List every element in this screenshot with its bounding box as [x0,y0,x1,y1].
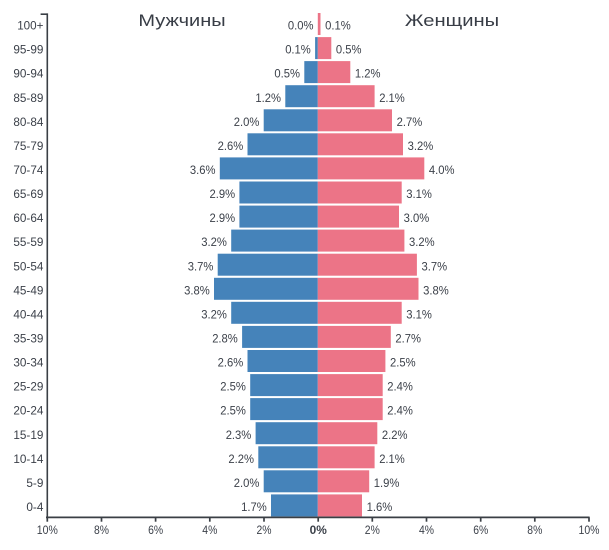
svg-text:100+: 100+ [17,19,43,33]
svg-text:Женщины: Женщины [405,11,499,30]
svg-text:2.7%: 2.7% [397,115,423,129]
svg-text:3.1%: 3.1% [406,187,432,201]
svg-text:60-64: 60-64 [13,211,43,225]
svg-text:80-84: 80-84 [13,115,43,129]
svg-text:8%: 8% [94,523,109,537]
svg-text:2%: 2% [257,523,272,537]
svg-text:3.7%: 3.7% [422,259,448,273]
svg-text:25-29: 25-29 [13,380,43,394]
svg-text:2.9%: 2.9% [210,211,236,225]
svg-text:2.5%: 2.5% [390,356,416,370]
svg-text:10-14: 10-14 [13,452,43,466]
svg-text:10%: 10% [579,523,600,537]
svg-text:3.8%: 3.8% [423,283,449,297]
svg-text:4%: 4% [202,523,217,537]
svg-text:2.5%: 2.5% [220,404,246,418]
svg-text:2.2%: 2.2% [382,428,408,442]
svg-text:8%: 8% [527,523,542,537]
svg-text:1.7%: 1.7% [241,500,267,514]
svg-text:1.2%: 1.2% [355,67,381,81]
svg-text:3.6%: 3.6% [190,163,216,177]
svg-text:4.0%: 4.0% [429,163,455,177]
svg-text:0.1%: 0.1% [325,19,351,33]
svg-text:55-59: 55-59 [13,235,43,249]
svg-text:3.0%: 3.0% [404,211,430,225]
svg-text:20-24: 20-24 [13,404,43,418]
svg-text:3.1%: 3.1% [406,307,432,321]
svg-text:0%: 0% [310,523,327,537]
svg-text:5-9: 5-9 [26,476,43,490]
svg-text:2.1%: 2.1% [379,91,405,105]
svg-text:2.4%: 2.4% [387,380,413,394]
svg-text:50-54: 50-54 [13,259,43,273]
svg-text:70-74: 70-74 [13,163,43,177]
svg-text:2.0%: 2.0% [234,115,260,129]
svg-text:35-39: 35-39 [13,332,43,346]
svg-text:30-34: 30-34 [13,356,43,370]
svg-text:75-79: 75-79 [13,139,43,153]
svg-text:1.9%: 1.9% [374,476,400,490]
svg-text:2.8%: 2.8% [212,332,238,346]
svg-text:0.5%: 0.5% [274,67,300,81]
svg-text:45-49: 45-49 [13,283,43,297]
svg-text:40-44: 40-44 [13,307,43,321]
svg-text:2.2%: 2.2% [228,452,254,466]
svg-text:0.5%: 0.5% [336,43,362,57]
svg-text:2.6%: 2.6% [218,139,244,153]
svg-text:2.9%: 2.9% [210,187,236,201]
svg-text:3.8%: 3.8% [184,283,210,297]
svg-text:0.1%: 0.1% [285,43,311,57]
svg-text:10%: 10% [37,523,58,537]
svg-text:15-19: 15-19 [13,428,43,442]
svg-text:6%: 6% [148,523,163,537]
svg-text:3.2%: 3.2% [201,307,227,321]
svg-text:2.7%: 2.7% [395,332,421,346]
svg-text:90-94: 90-94 [13,67,43,81]
svg-text:2.4%: 2.4% [387,404,413,418]
svg-text:4%: 4% [419,523,434,537]
svg-text:95-99: 95-99 [13,43,43,57]
svg-text:6%: 6% [473,523,488,537]
svg-text:2.3%: 2.3% [226,428,252,442]
svg-text:0.0%: 0.0% [288,19,314,33]
svg-text:Мужчины: Мужчины [138,11,225,30]
svg-text:1.6%: 1.6% [367,500,393,514]
svg-text:1.2%: 1.2% [255,91,281,105]
svg-text:3.2%: 3.2% [408,139,434,153]
svg-text:65-69: 65-69 [13,187,43,201]
svg-text:2.1%: 2.1% [379,452,405,466]
svg-text:3.7%: 3.7% [188,259,214,273]
svg-text:2.0%: 2.0% [234,476,260,490]
svg-text:3.2%: 3.2% [201,235,227,249]
svg-text:2.6%: 2.6% [218,356,244,370]
svg-text:3.2%: 3.2% [409,235,435,249]
svg-text:0-4: 0-4 [26,500,43,514]
svg-text:85-89: 85-89 [13,91,43,105]
svg-text:2.5%: 2.5% [220,380,246,394]
svg-text:2%: 2% [365,523,380,537]
